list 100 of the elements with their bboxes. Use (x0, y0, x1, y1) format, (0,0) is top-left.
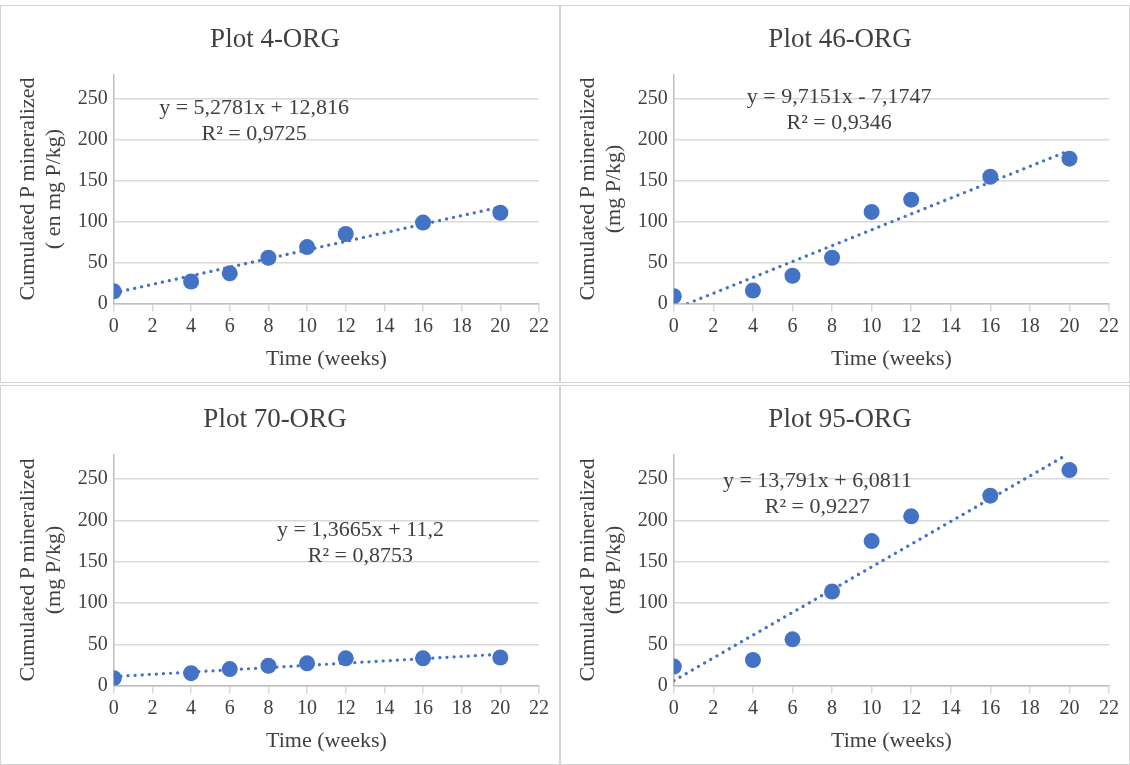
x-tick-label: 2 (708, 313, 719, 336)
chart-title: Plot 46-ORG (768, 23, 912, 54)
y-tick-label: 250 (77, 466, 108, 489)
y-tick-label: 150 (77, 168, 108, 191)
x-tick-label: 10 (297, 695, 318, 718)
point (744, 652, 761, 668)
x-tick-label: 14 (940, 695, 961, 718)
y-tick-label: 250 (637, 86, 668, 109)
y-tick-label: 250 (77, 86, 108, 109)
y-tick-label: 0 (657, 290, 668, 313)
point (183, 273, 200, 290)
point (744, 282, 761, 299)
chart-title: Plot 95-ORG (768, 403, 912, 434)
point (863, 533, 880, 550)
x-tick-label: 14 (374, 695, 395, 718)
x-tick-label: 8 (263, 313, 274, 336)
annotation: y = 9,7151x - 7,1747 (746, 82, 932, 108)
x-tick-label: 10 (297, 313, 318, 336)
point (1061, 462, 1078, 479)
point (415, 214, 432, 231)
annotation: R² = 0,9227 (764, 493, 871, 519)
y-tick-label: 200 (77, 507, 108, 530)
x-tick-label: 22 (529, 313, 549, 336)
annotation: R² = 0,9725 (201, 120, 307, 146)
point (982, 487, 999, 504)
x-axis-title: Time (weeks) (266, 344, 387, 370)
x-tick-label: 4 (747, 313, 758, 336)
point (824, 583, 841, 600)
y-tick-label: 200 (77, 127, 108, 150)
y-tick-label: 150 (637, 168, 668, 191)
point (492, 649, 509, 666)
point (337, 650, 354, 667)
point (221, 265, 238, 282)
annotation: R² = 0,9346 (786, 108, 892, 134)
point (784, 631, 801, 648)
x-tick-label: 4 (186, 313, 197, 336)
point (903, 191, 920, 208)
y-axis-title: Cumulated P mineralized (mg P/kg) (573, 458, 626, 682)
x-tick-label: 16 (980, 695, 1001, 718)
point (903, 508, 920, 525)
point (824, 249, 841, 266)
x-tick-label: 6 (224, 313, 235, 336)
y-tick-label: 50 (87, 631, 108, 654)
point (183, 665, 200, 682)
x-tick-label: 14 (374, 313, 395, 336)
x-tick-label: 2 (147, 695, 158, 718)
x-tick-label: 22 (529, 695, 549, 718)
x-tick-label: 16 (413, 313, 434, 336)
x-tick-label: 12 (901, 313, 922, 336)
y-tick-label: 150 (637, 548, 668, 571)
x-tick-label: 20 (1059, 313, 1080, 336)
annotation: y = 1,3665x + 11,2 (276, 515, 444, 541)
y-tick-label: 0 (97, 672, 108, 695)
y-tick-label: 100 (77, 590, 108, 613)
x-tick-label: 22 (1099, 313, 1119, 336)
x-tick-label: 14 (940, 313, 961, 336)
x-tick-label: 10 (861, 695, 882, 718)
chart-title: Plot 4-ORG (210, 23, 340, 54)
x-axis-title: Time (weeks) (266, 726, 387, 752)
point (337, 226, 354, 243)
point (863, 203, 880, 220)
y-axis-title: Cumulated P mineralized (mg P/kg) (573, 77, 626, 301)
point (415, 650, 432, 667)
x-tick-label: 4 (747, 695, 758, 718)
x-tick-label: 2 (147, 313, 158, 336)
chart-title: Plot 70-ORG (203, 403, 347, 434)
y-tick-label: 0 (657, 672, 668, 695)
x-tick-label: 8 (827, 695, 838, 718)
x-tick-label: 22 (1099, 695, 1119, 718)
y-tick-label: 250 (637, 466, 668, 489)
x-tick-label: 12 (335, 695, 356, 718)
annotation: y = 5,2781x + 12,816 (159, 94, 350, 120)
x-tick-label: 16 (980, 313, 1001, 336)
x-axis-title: Time (weeks) (831, 726, 952, 752)
annotation: R² = 0,8753 (307, 541, 414, 567)
y-tick-label: 100 (637, 590, 668, 613)
x-tick-label: 18 (451, 695, 472, 718)
y-tick-label: 50 (647, 631, 668, 654)
point (299, 239, 316, 256)
y-tick-label: 200 (637, 127, 668, 150)
point (260, 657, 277, 674)
y-tick-label: 0 (97, 290, 108, 313)
y-tick-label: 50 (647, 249, 668, 272)
point (221, 661, 238, 678)
x-tick-label: 8 (263, 695, 274, 718)
point (1061, 150, 1078, 167)
y-tick-label: 100 (637, 208, 668, 231)
x-tick-label: 2 (708, 695, 719, 718)
point (784, 267, 801, 284)
x-tick-label: 6 (787, 313, 798, 336)
x-tick-label: 16 (413, 695, 434, 718)
x-tick-label: 6 (787, 695, 798, 718)
y-axis-title: Cumulated P mineralized ( en mg P/kg) (13, 77, 66, 301)
point (492, 204, 509, 221)
point (299, 655, 316, 672)
x-axis-title: Time (weeks) (831, 344, 952, 370)
x-tick-label: 6 (224, 695, 235, 718)
x-tick-label: 12 (901, 695, 922, 718)
y-tick-label: 100 (77, 208, 108, 231)
x-tick-label: 18 (1019, 313, 1040, 336)
